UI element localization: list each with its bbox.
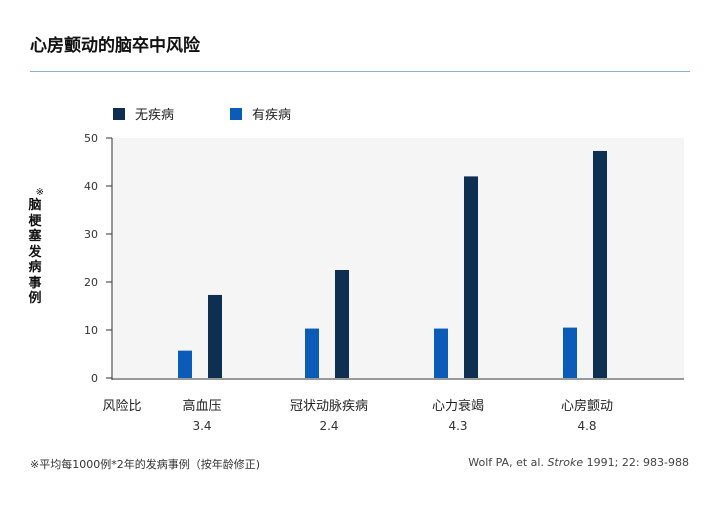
legend-label-with-disease: 有疾病 (252, 108, 292, 123)
category-label: 心房颤动 (561, 398, 613, 414)
legend-swatch-no-disease (113, 107, 125, 120)
risk-ratio-value: 2.4 (319, 419, 338, 433)
legend-swatch-with-disease (230, 107, 242, 120)
citation: Wolf PA, et al. Stroke 1991; 22: 983-988 (468, 456, 689, 469)
y-tick-label: 50 (84, 132, 98, 145)
legend-item-no-disease: 无疾病 (113, 104, 174, 123)
category-label: 冠状动脉疾病 (290, 399, 368, 414)
legend-label-no-disease: 无疾病 (135, 108, 175, 123)
bar-no-disease (593, 150, 607, 378)
y-axis-label-mark: ※ (35, 187, 44, 198)
y-tick-label: 0 (91, 372, 98, 385)
risk-ratio-value: 3.4 (192, 419, 211, 433)
bar-no-disease (464, 176, 478, 378)
bar-with-disease (178, 350, 192, 378)
plot-area (112, 138, 684, 378)
ratio-axis-label: 风险比 (102, 399, 141, 414)
bar-with-disease (563, 327, 577, 378)
bar-with-disease (434, 328, 448, 378)
category-label: 心力衰竭 (432, 398, 484, 414)
y-tick-label: 10 (84, 324, 98, 337)
legend-item-with-disease: 有疾病 (230, 104, 291, 123)
risk-ratio-value: 4.3 (448, 419, 467, 433)
footnote: ※平均每1000例*2年的发病事例（按年龄修正) (30, 458, 260, 471)
citation-journal: Stroke (547, 456, 584, 469)
category-label: 高血压 (182, 398, 221, 414)
risk-ratio-value: 4.8 (577, 419, 596, 433)
y-tick-label: 20 (84, 276, 98, 289)
y-tick-label: 30 (84, 228, 98, 241)
y-tick-label: 40 (84, 180, 98, 193)
y-axis-label: ※ 脑梗塞发病事例 (26, 188, 44, 307)
bar-no-disease (208, 294, 222, 378)
y-axis-label-text: 脑梗塞发病事例 (28, 198, 42, 306)
chart-title: 心房颤动的脑卒中风险 (30, 36, 200, 56)
bar-no-disease (335, 270, 349, 378)
citation-details: 1991; 22: 983-988 (586, 456, 689, 469)
title-divider (30, 71, 690, 72)
bar-with-disease (305, 328, 319, 378)
citation-authors: Wolf PA, et al. (468, 456, 544, 469)
